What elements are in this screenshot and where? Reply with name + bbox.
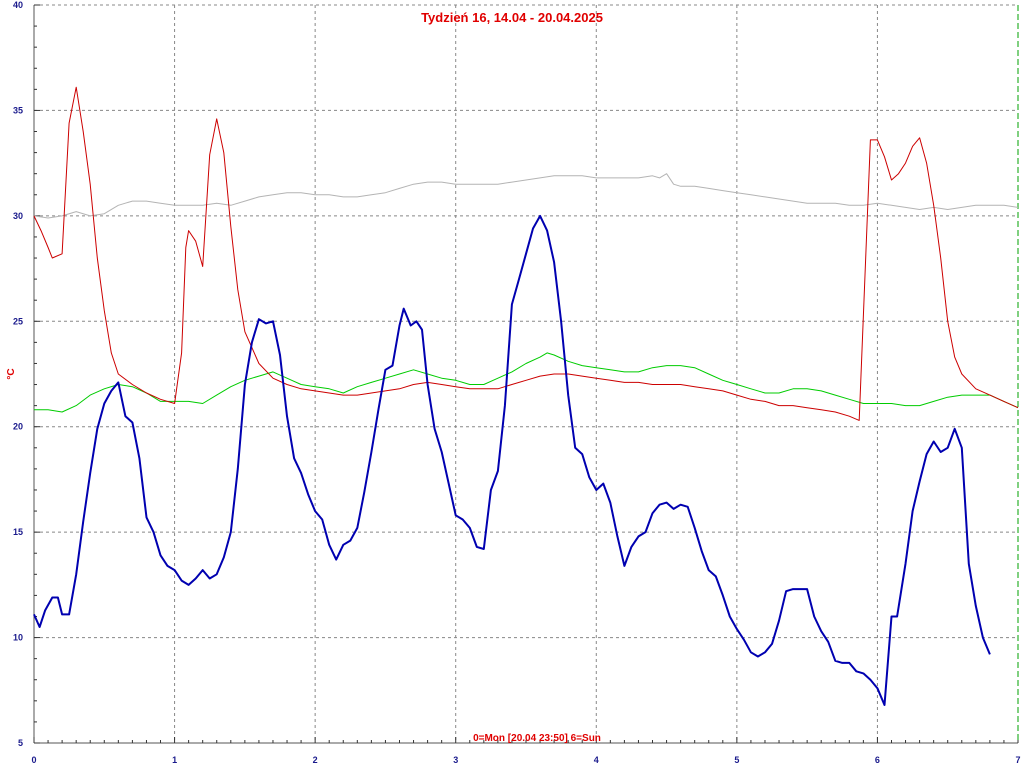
y-tick-label: 35: [13, 105, 23, 115]
series-line-1: [33, 86, 1019, 421]
grid-lines: [34, 4, 1018, 743]
x-tick-label: 5: [734, 755, 739, 765]
x-tick-label: 3: [453, 755, 458, 765]
y-tick-label: 15: [13, 527, 23, 537]
y-tick-label: 10: [13, 633, 23, 643]
series-line-0: [33, 214, 991, 706]
axes: [33, 4, 1019, 744]
tick-labels: 5 10 15 20 25 30 35 40 0 1 2 3 4 5 6 7: [13, 0, 1021, 765]
y-axis-label: °C: [6, 368, 17, 379]
y-tick-label: 40: [13, 0, 23, 10]
x-axis-label: 0=Mon [20.04 23:50] 6=Sun: [473, 733, 601, 744]
x-tick-label: 7: [1015, 755, 1020, 765]
series-group: [33, 86, 1019, 706]
x-tick-label: 0: [31, 755, 36, 765]
y-tick-label: 20: [13, 422, 23, 432]
series-line-2: [34, 352, 1019, 413]
y-tick-label: 25: [13, 316, 23, 326]
y-tick-label: 30: [13, 211, 23, 221]
series-line-3: [33, 173, 1019, 219]
y-tick-label: 5: [18, 738, 23, 748]
chart-title: Tydzień 16, 14.04 - 20.04.2025: [421, 10, 603, 25]
x-tick-label: 1: [172, 755, 177, 765]
x-tick-label: 4: [594, 755, 599, 765]
x-tick-label: 6: [875, 755, 880, 765]
x-tick-label: 2: [313, 755, 318, 765]
